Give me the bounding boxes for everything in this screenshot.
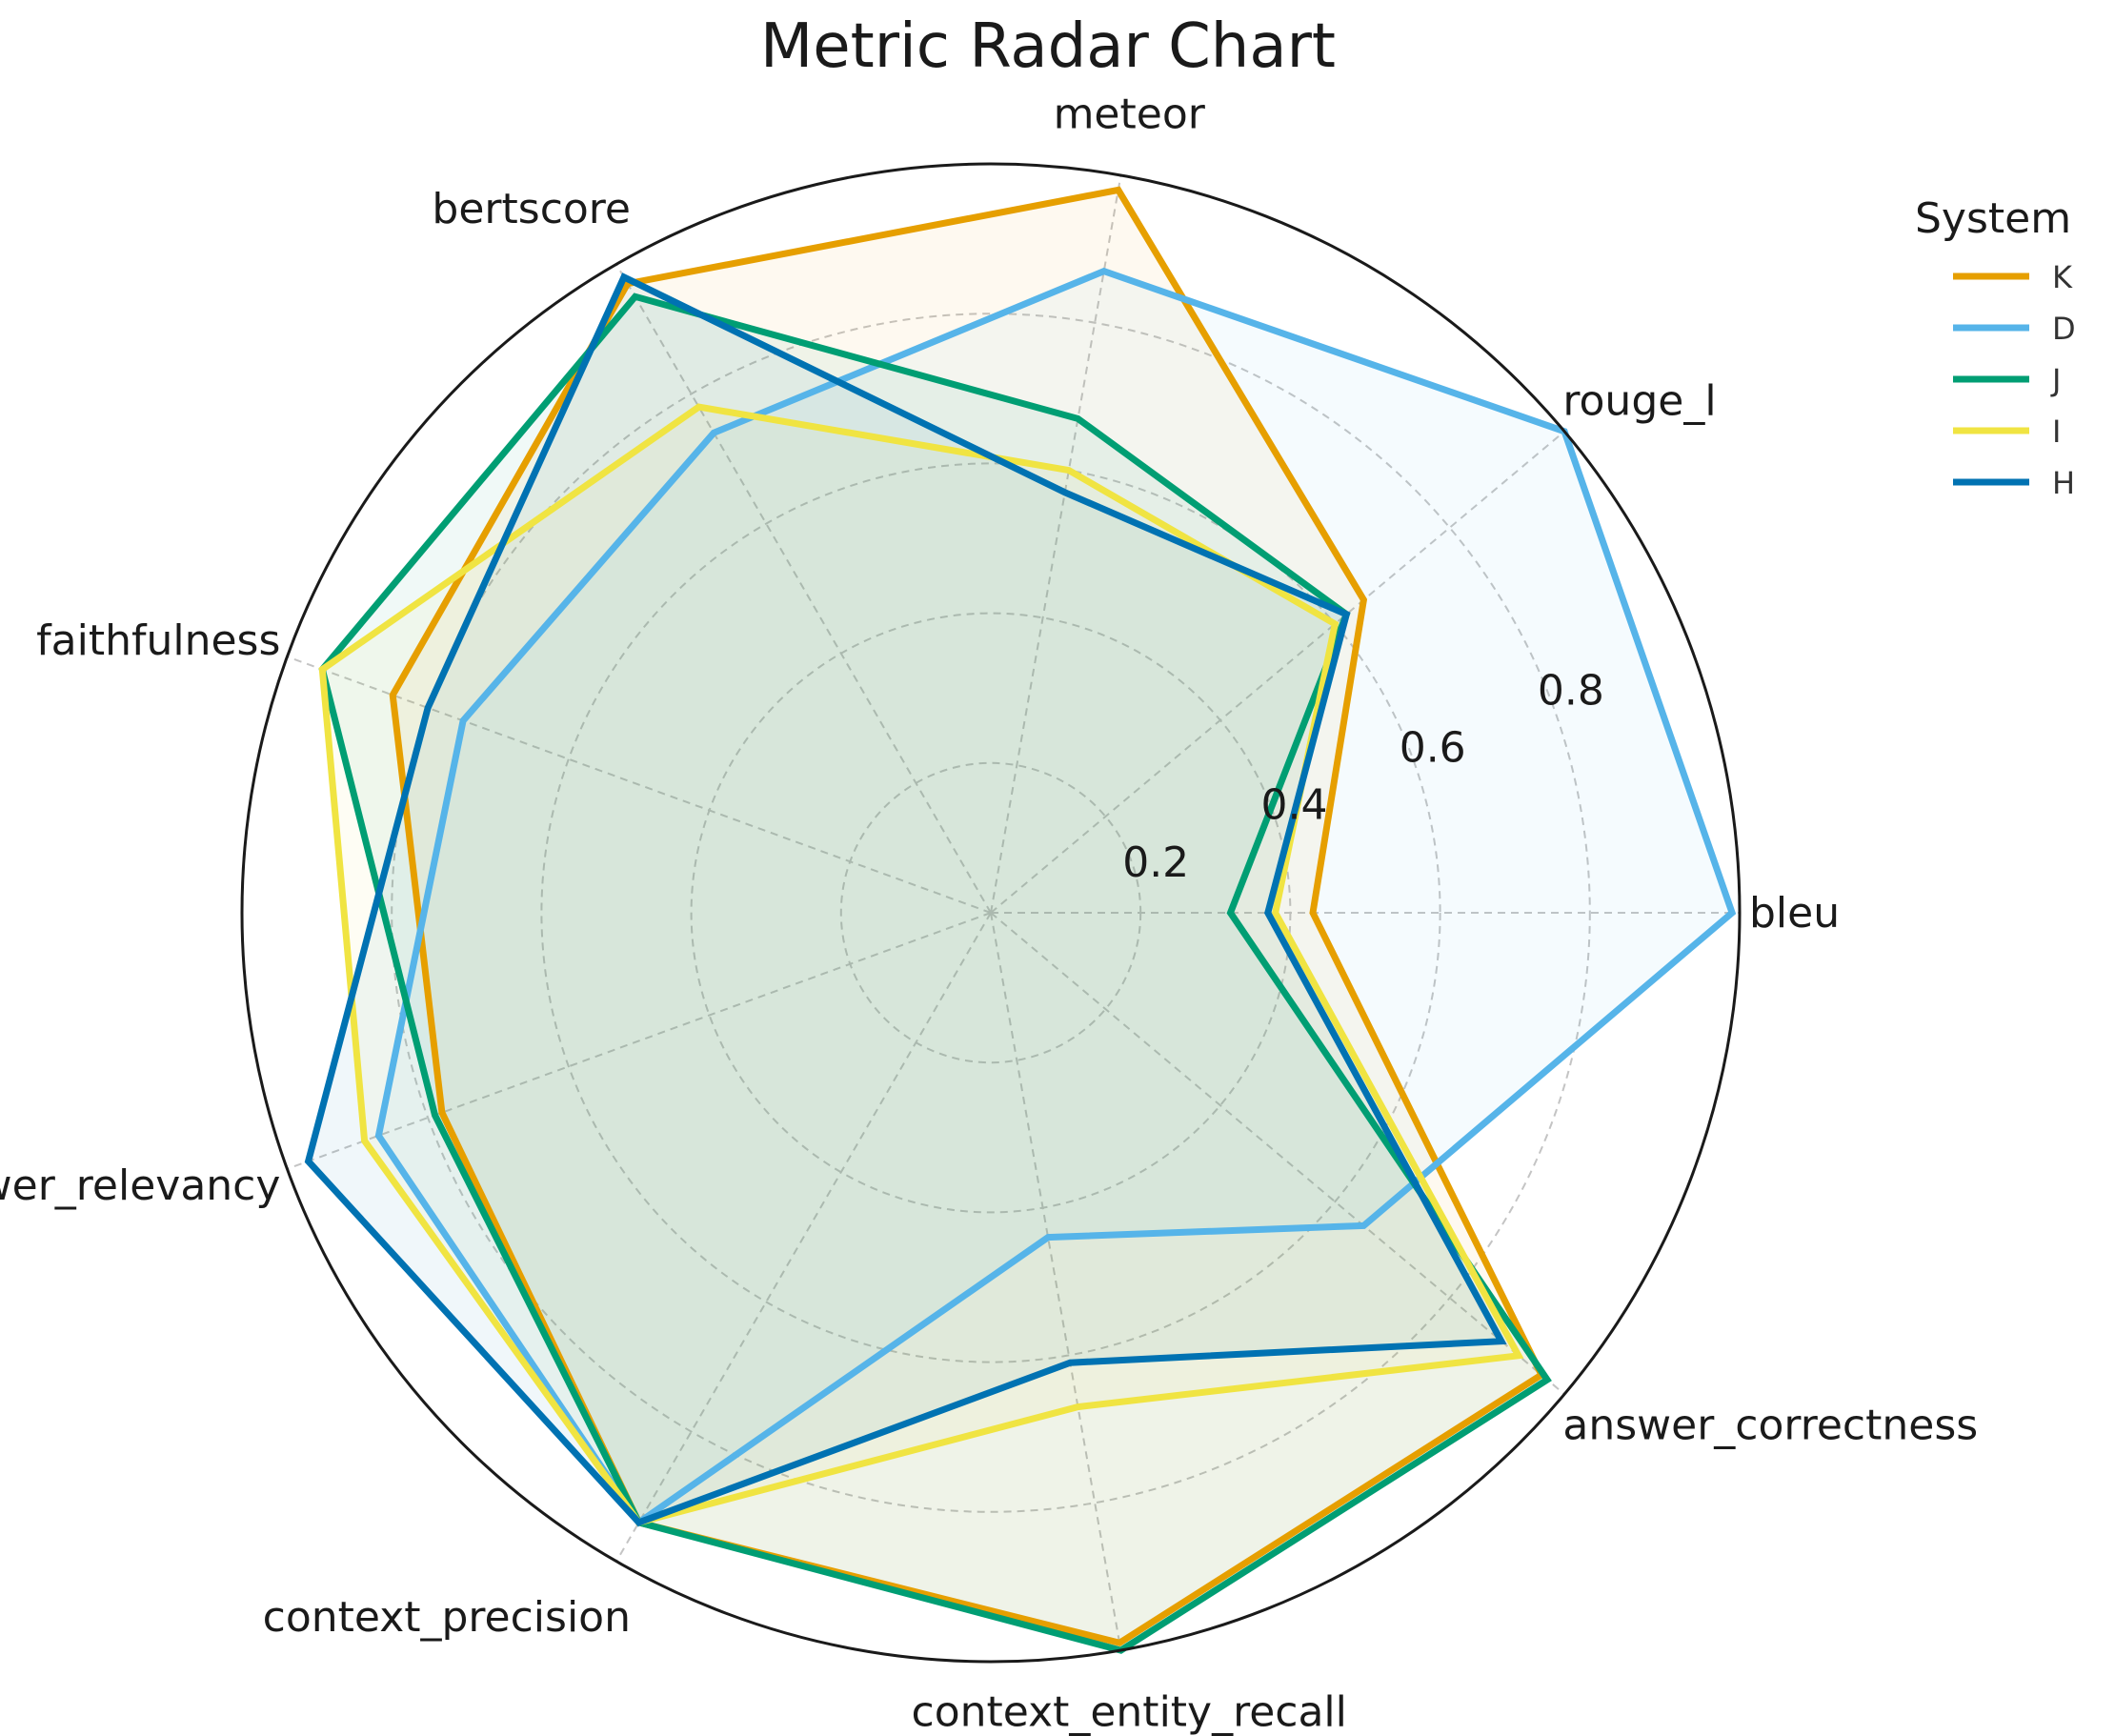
series-line-D xyxy=(374,267,1737,1527)
axis-label-faithfulness: faithfulness xyxy=(36,616,280,665)
grid-spoke xyxy=(990,912,1565,1395)
axis-label-bertscore: bertscore xyxy=(432,185,631,233)
radial-tick-label: 0.2 xyxy=(1122,838,1189,887)
grid-spoke xyxy=(615,263,992,914)
series-fill-I xyxy=(322,407,1519,1523)
grid-spoke xyxy=(287,656,992,914)
axis-labels: bleu rouge_l meteor bertscore faithfulness an… xyxy=(0,91,1978,1736)
legend-label-J: J xyxy=(2050,362,2061,398)
series-fill-D xyxy=(378,271,1733,1523)
grid-ring xyxy=(391,313,1591,1513)
legend-label-D: D xyxy=(2052,311,2076,347)
axis-label-bleu: bleu xyxy=(1749,889,1840,938)
radar-grid xyxy=(287,174,1740,1651)
series-line-K xyxy=(389,186,1546,1647)
radial-tick-label: 0.8 xyxy=(1538,666,1604,715)
series-fill-H xyxy=(308,276,1501,1523)
axis-label-answer_correctness: answer_correctness xyxy=(1562,1401,1978,1449)
legend-label-K: K xyxy=(2052,259,2073,295)
grid-spoke xyxy=(990,431,1565,914)
series-line-I xyxy=(318,403,1524,1526)
axis-label-context_entity_recall: context_entity_recall xyxy=(912,1687,1347,1736)
legend-title: System xyxy=(1915,194,2071,243)
radial-tick-label: 0.4 xyxy=(1261,781,1328,830)
axis-label-answer_relevancy: answer_relevancy xyxy=(0,1161,280,1210)
grid-spoke xyxy=(615,912,992,1563)
series-line-H xyxy=(304,273,1507,1526)
chart-title: Metric Radar Chart xyxy=(760,11,1336,82)
axis-label-rouge_l: rouge_l xyxy=(1562,377,1716,426)
series-fill-K xyxy=(393,190,1542,1644)
series-fills xyxy=(308,190,1733,1651)
axis-label-meteor: meteor xyxy=(1054,91,1206,139)
grid-spoke xyxy=(990,174,1122,914)
legend-label-I: I xyxy=(2052,414,2061,450)
grid-spoke xyxy=(990,912,1122,1651)
legend-label-H: H xyxy=(2052,465,2075,501)
series-lines xyxy=(304,186,1737,1654)
series-fill-J xyxy=(322,296,1547,1651)
outer-ring xyxy=(240,162,1742,1664)
axis-label-context_precision: context_precision xyxy=(263,1593,631,1642)
radial-tick-labels: 0.2 0.4 0.6 0.8 xyxy=(1122,666,1604,886)
grid-spoke xyxy=(287,912,992,1170)
radial-tick-label: 0.6 xyxy=(1400,724,1466,773)
